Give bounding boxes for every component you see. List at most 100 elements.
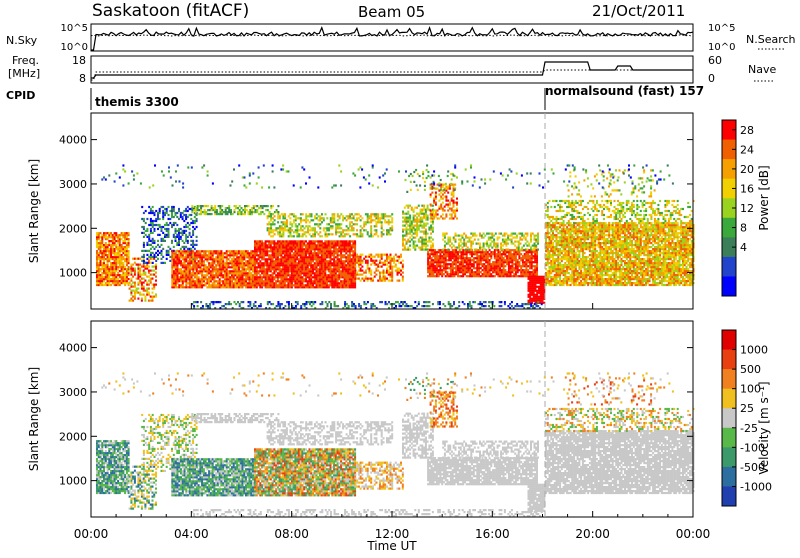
power-cell (335, 266, 337, 268)
power-cell (416, 233, 418, 235)
power-cell (425, 235, 427, 237)
power-cell (356, 254, 358, 256)
power-cell (289, 223, 291, 225)
power-cell (146, 250, 148, 252)
power-cell (252, 270, 254, 272)
power-cell (96, 280, 98, 282)
power-cell (330, 246, 332, 248)
power-cell (185, 208, 187, 210)
power-cell (208, 254, 210, 256)
power-cell (114, 254, 116, 256)
power-cell (112, 234, 114, 236)
power-cell (226, 270, 228, 272)
power-cell (367, 213, 369, 215)
power-cell (132, 264, 134, 266)
power-cell (323, 256, 325, 258)
power-cell (121, 232, 123, 234)
power-cell (342, 276, 344, 278)
power-cell (107, 262, 109, 264)
power-cell (176, 212, 178, 214)
power-cell (143, 260, 145, 262)
power-cell (130, 274, 132, 276)
power-cell (267, 209, 269, 211)
power-cell (219, 205, 221, 207)
power-cell (114, 252, 116, 254)
power-cell (275, 254, 277, 256)
power-cell (105, 264, 107, 266)
power-cell (256, 248, 258, 250)
power-cell (425, 211, 427, 213)
power-cell (351, 278, 353, 280)
power-cell (220, 262, 222, 264)
power-cell (383, 229, 385, 231)
power-cell (199, 258, 201, 260)
power-cell (159, 252, 161, 254)
power-cell (129, 268, 131, 270)
power-cell (316, 270, 318, 272)
power-cell (207, 213, 209, 215)
power-cell (404, 225, 406, 227)
power-cell (301, 258, 303, 260)
power-cell (291, 258, 293, 260)
power-cell (443, 251, 445, 253)
power-cell (520, 253, 522, 255)
power-cell (259, 246, 261, 248)
power-cell (177, 268, 179, 270)
power-cell (391, 217, 393, 219)
power-cell (466, 253, 468, 255)
power-cell (224, 280, 226, 282)
power-cell (107, 268, 109, 270)
power-cell (143, 242, 145, 244)
power-cell (282, 246, 284, 248)
power-cell (256, 254, 258, 256)
power-cell (226, 264, 228, 266)
power-cell (490, 251, 492, 253)
power-cell (145, 210, 147, 212)
power-cell (374, 276, 376, 278)
power-cell (270, 244, 272, 246)
power-cell (236, 284, 238, 286)
power-cell (150, 228, 152, 230)
power-cell (286, 286, 288, 288)
power-cell (432, 223, 434, 225)
power-cell (240, 286, 242, 288)
power-cell (305, 213, 307, 215)
power-cell (287, 240, 289, 242)
power-cell (360, 270, 362, 272)
power-cell (282, 274, 284, 276)
power-cell (291, 268, 293, 270)
power-cell (103, 256, 105, 258)
power-cell (416, 223, 418, 225)
power-cell (466, 269, 468, 271)
power-cell (279, 282, 281, 284)
power-cell (245, 282, 247, 284)
power-cell (221, 213, 223, 215)
power-cell (354, 248, 356, 250)
power-cell (203, 270, 205, 272)
power-cell (298, 280, 300, 282)
power-cell (522, 261, 524, 263)
power-cell (301, 268, 303, 270)
power-cell (261, 286, 263, 288)
power-cell (152, 226, 154, 228)
power-cell (240, 260, 242, 262)
power-cell (499, 267, 501, 269)
power-cell (400, 262, 402, 264)
power-cell (203, 256, 205, 258)
power-cell (112, 272, 114, 274)
power-cell (189, 262, 191, 264)
power-cell (418, 215, 420, 217)
power-cell (180, 252, 182, 254)
power-cell (192, 282, 194, 284)
power-cell (383, 217, 385, 219)
power-cell (275, 242, 277, 244)
power-cell (349, 229, 351, 231)
power-cell (345, 252, 347, 254)
power-cell (342, 282, 344, 284)
power-cell (256, 276, 258, 278)
power-cell (499, 257, 501, 259)
power-cell (478, 271, 480, 273)
power-cell (289, 221, 291, 223)
power-cell (287, 270, 289, 272)
power-cell (367, 219, 369, 221)
